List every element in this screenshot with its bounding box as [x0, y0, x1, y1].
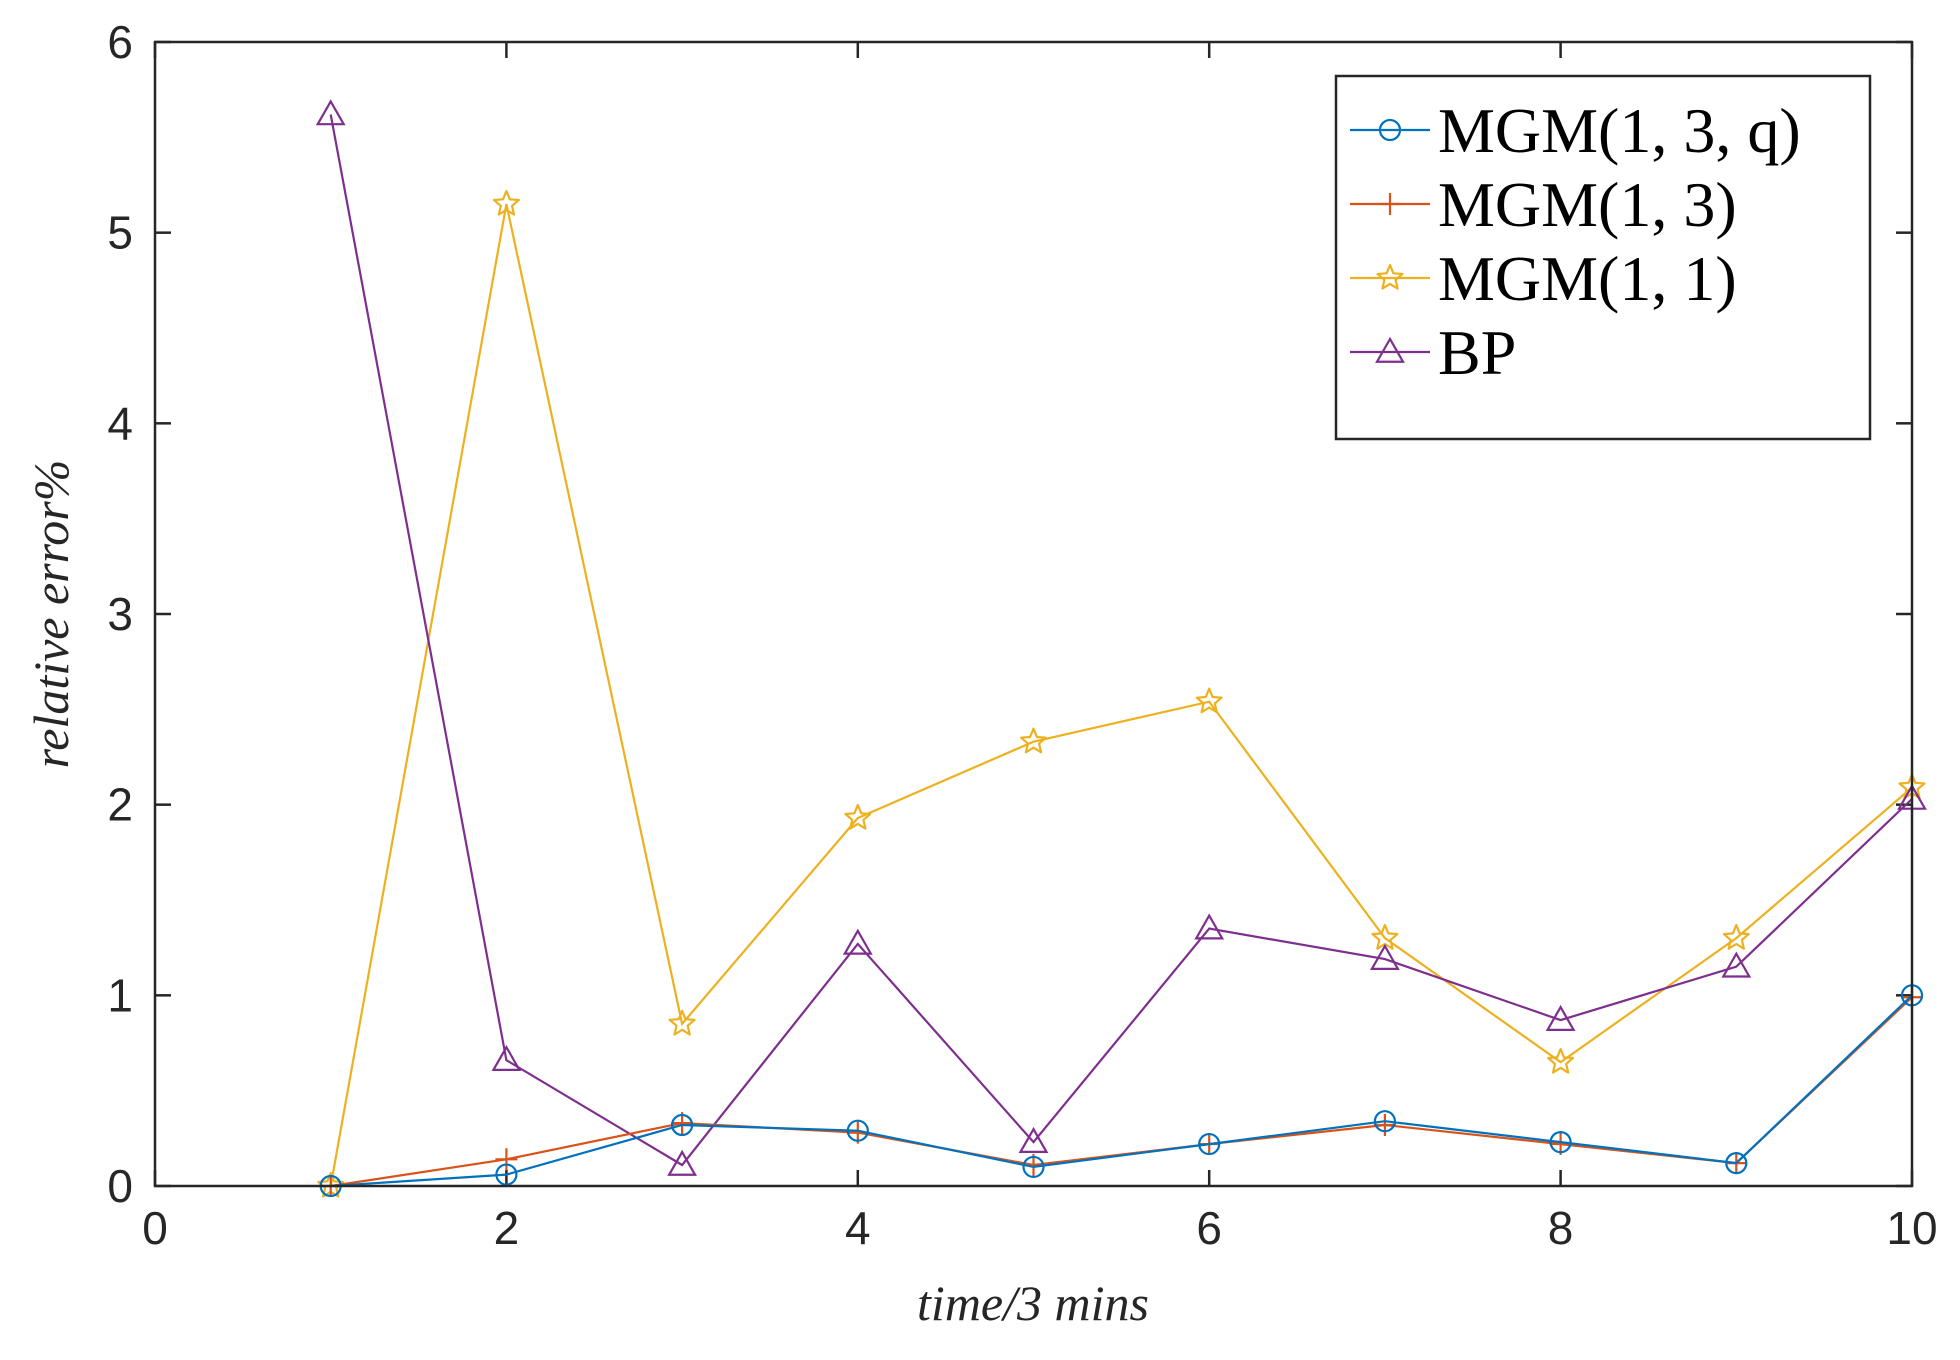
legend-item-mgm-1-1: MGM(1, 1): [1350, 243, 1737, 314]
data-point: [1018, 1126, 1049, 1153]
data-point: [846, 1119, 869, 1142]
data-point: [844, 803, 872, 830]
y-tick-label: 1: [107, 969, 133, 1021]
series-line: [329, 203, 1913, 1187]
data-point: [1721, 951, 1752, 978]
y-axis-title: relative error%: [23, 460, 79, 769]
y-tick-label: 5: [107, 207, 133, 259]
series-layer: [315, 99, 1927, 1198]
data-point: [668, 1009, 696, 1036]
x-tick-label: 2: [494, 1202, 520, 1254]
y-tick-label: 6: [107, 16, 133, 68]
data-point: [495, 1148, 518, 1171]
data-point: [1725, 1152, 1748, 1175]
series-line: [330, 994, 1913, 1188]
legend-label: MGM(1, 3, q): [1438, 95, 1801, 166]
data-point: [1194, 913, 1225, 940]
legend-marker: [1378, 118, 1402, 142]
legend-box: [1334, 74, 1872, 441]
axes-box: [153, 40, 1914, 1188]
data-point: [1198, 1132, 1221, 1156]
y-tick-label: 2: [107, 779, 133, 831]
data-point: [1547, 1047, 1575, 1074]
legend-item-bp: BP: [1350, 317, 1516, 388]
data-point: [1373, 1110, 1397, 1133]
data-point: [1022, 1155, 1045, 1179]
series-line: [329, 114, 1913, 1167]
legend-item-mgm-1-3-q: MGM(1, 3, q): [1350, 95, 1801, 166]
data-point: [315, 99, 346, 126]
x-tick-label: 8: [1548, 1202, 1574, 1254]
data-point: [1019, 727, 1048, 754]
data-point: [495, 1163, 518, 1186]
legend-item-mgm-1-3: MGM(1, 3): [1350, 169, 1737, 240]
x-tick-label: 0: [142, 1202, 168, 1254]
x-tick-label: 4: [845, 1202, 871, 1254]
data-point: [1549, 1131, 1572, 1154]
x-tick-label: 6: [1196, 1202, 1222, 1254]
data-point: [1722, 923, 1750, 950]
tick-labels: 0 2 4 6 8 10 0 1 2 3 4 5 6: [107, 16, 1937, 1254]
data-point: [1545, 1004, 1576, 1031]
series-mgm-1-3-q: [319, 984, 1924, 1198]
data-point: [1373, 1113, 1396, 1136]
legend-marker: [1376, 263, 1404, 290]
legend: MGM(1, 3, q)MGM(1, 3)MGM(1, 1)BP: [1334, 74, 1872, 441]
y-tick-label: 3: [107, 588, 133, 640]
data-point: [492, 190, 520, 216]
legend-label: MGM(1, 3): [1438, 169, 1737, 240]
legend-marker: [1379, 193, 1401, 215]
data-point: [670, 1113, 694, 1137]
data-point: [491, 1044, 522, 1072]
data-point: [1195, 687, 1223, 714]
data-point: [842, 928, 873, 955]
y-tick-label: 0: [107, 1160, 133, 1212]
x-axis-title: time/3 mins: [917, 1275, 1149, 1331]
data-point: [1370, 943, 1400, 970]
data-point: [667, 1149, 697, 1176]
x-tick-label: 10: [1886, 1202, 1937, 1254]
legend-marker: [1375, 336, 1405, 363]
legend-label: BP: [1438, 317, 1516, 388]
legend-label: MGM(1, 1): [1438, 243, 1737, 314]
y-tick-label: 4: [107, 397, 133, 449]
